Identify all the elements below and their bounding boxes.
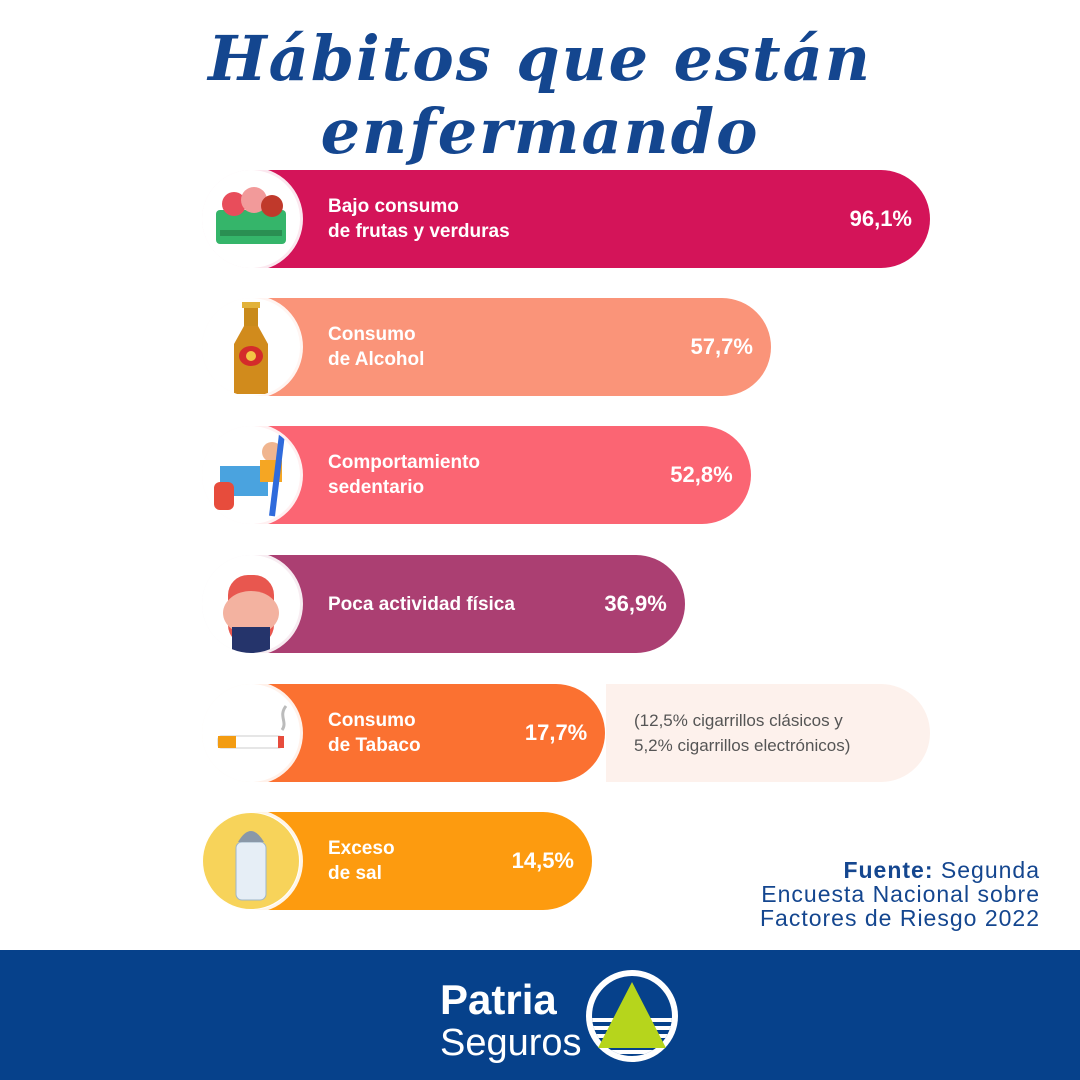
bar-label: Bajo consumo de frutas y verduras (328, 196, 510, 242)
bar-6: Exceso de sal 14,5% (202, 812, 592, 910)
bar-label: Exceso de sal (328, 838, 395, 884)
bar-label: Consumo de Tabaco (328, 710, 421, 756)
bar-value-label: 17,7% (524, 720, 588, 745)
belly-icon (202, 555, 300, 653)
bar-2: Consumo de Alcohol 57,7% (202, 298, 771, 396)
tobacco-annotation: (12,5% cigarrillos clásicos y 5,2% cigar… (634, 711, 851, 755)
tobacco-annotation-box: (12,5% cigarrillos clásicos y 5,2% cigar… (606, 684, 930, 782)
sedentary-person-icon (202, 426, 300, 524)
bar-chart: Bajo consumo de frutas y verduras 96,1% Co… (202, 170, 930, 910)
footer-bar: Patria Seguros (0, 950, 1080, 1080)
source-text: Segunda Encuesta Nacional sobre Factores… (760, 857, 1040, 931)
bar-value-label: 57,7% (690, 334, 753, 359)
bar-value-label: 14,5% (511, 848, 574, 873)
bar-label: Comportamiento sedentario (328, 452, 480, 498)
source-label: Fuente: (843, 857, 934, 883)
brand-subtitle: Seguros (440, 1022, 582, 1064)
bar-5: Consumo de Tabaco 17,7% (202, 684, 606, 782)
bar-label: Poca actividad física (328, 593, 515, 615)
salt-shaker-icon (202, 812, 300, 910)
bar-label: Consumo de Alcohol (328, 324, 425, 370)
bar-4: Poca actividad física 36,9% (202, 555, 685, 653)
patria-logo-icon (586, 970, 678, 1062)
beer-bottle-icon (202, 298, 300, 396)
food-basket-icon (202, 170, 300, 268)
cigarette-icon (202, 684, 300, 782)
bar-3: Comportamiento sedentario 52,8% (202, 426, 751, 524)
bar-1: Bajo consumo de frutas y verduras 96,1% (202, 170, 930, 268)
bar-value-label: 52,8% (670, 462, 733, 487)
brand-name: Patria (440, 976, 557, 1023)
bar-value-label: 96,1% (849, 206, 912, 231)
page-title: Hábitos que están enfermando (208, 22, 872, 168)
bar-value-label: 36,9% (604, 591, 667, 616)
source-note: Fuente: Segunda Encuesta Nacional sobre … (640, 858, 1040, 930)
